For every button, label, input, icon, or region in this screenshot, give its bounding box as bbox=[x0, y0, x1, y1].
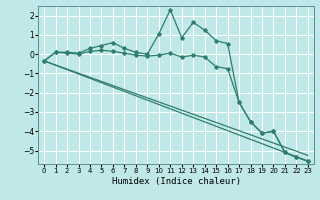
X-axis label: Humidex (Indice chaleur): Humidex (Indice chaleur) bbox=[111, 177, 241, 186]
